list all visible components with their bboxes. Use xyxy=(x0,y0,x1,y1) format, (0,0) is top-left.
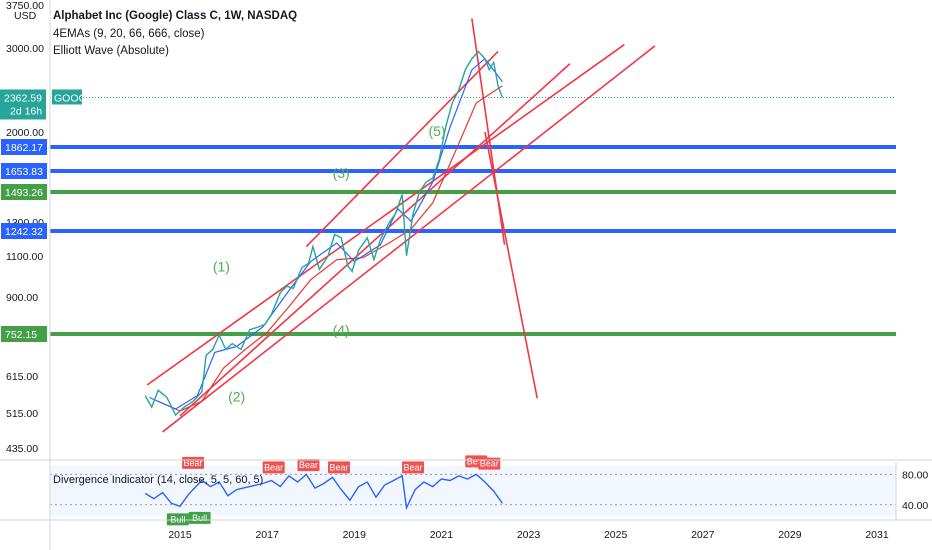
time-tick-label: 2015 xyxy=(168,529,192,541)
level-value: 752.15 xyxy=(5,329,37,341)
time-tick-label: 2019 xyxy=(343,529,367,541)
osc-line xyxy=(144,473,503,511)
signal-badge xyxy=(262,461,285,474)
ticker-label: GOOG xyxy=(54,92,87,104)
ticker-tag xyxy=(52,89,82,105)
signal-badge xyxy=(297,459,320,472)
time-tick-label: 2023 xyxy=(517,529,541,541)
signal-badge xyxy=(328,461,351,474)
level-tag xyxy=(1,139,47,155)
wave-label: (3) xyxy=(333,165,350,181)
signal-label: Bear xyxy=(480,459,499,469)
signal-label: Bear xyxy=(299,460,318,470)
price-tick-label: 435.00 xyxy=(6,443,38,455)
time-tick-label: 2021 xyxy=(430,529,454,541)
wave-label: (2) xyxy=(228,388,245,404)
price-tick-label: 2000.00 xyxy=(6,127,44,139)
signal-badge xyxy=(402,461,425,474)
level-tag xyxy=(1,163,47,179)
signal-badge xyxy=(188,511,211,524)
trendline xyxy=(179,63,571,417)
ema-slow-line xyxy=(157,85,503,412)
current-price-tag xyxy=(0,89,46,120)
time-tick-label: 2017 xyxy=(255,529,279,541)
current-price-countdown: 2d 16h xyxy=(10,105,42,117)
chart-title[interactable]: Alphabet Inc (Google) Class C, 1W, NASDA… xyxy=(53,10,298,22)
trendline xyxy=(146,43,625,386)
time-tick-label: 2031 xyxy=(865,529,889,541)
current-price-value: 2362.59 xyxy=(4,92,42,104)
osc-tick-label: 40.00 xyxy=(902,500,928,512)
signal-badge xyxy=(166,513,189,526)
signal-label: Bear xyxy=(404,462,423,472)
currency-label: USD xyxy=(14,10,37,22)
wave-label: (4) xyxy=(333,322,350,338)
time-tick-label: 2027 xyxy=(691,529,715,541)
level-value: 1242.32 xyxy=(5,226,43,238)
level-tag xyxy=(1,184,47,200)
price-tick-label: 900.00 xyxy=(6,292,38,304)
level-value: 1653.83 xyxy=(5,166,43,178)
signal-badge xyxy=(478,457,501,470)
price-tick-label: 3000.00 xyxy=(6,43,44,55)
price-line xyxy=(144,50,504,417)
signal-label: Bull xyxy=(170,514,185,524)
level-tag xyxy=(1,326,47,342)
time-tick-label: 2025 xyxy=(604,529,628,541)
trendline xyxy=(484,131,538,399)
price-tick-label: 515.00 xyxy=(6,408,38,420)
osc-tick-label: 80.00 xyxy=(902,469,928,481)
price-tick-label: 3750.00 xyxy=(6,0,44,12)
divergence-indicator-label[interactable]: Divergence Indicator (14, close, 5, 5, 6… xyxy=(53,474,264,486)
wave-label: (5) xyxy=(428,123,445,139)
wave-label: (1) xyxy=(213,258,230,274)
level-tag xyxy=(1,223,47,239)
ema-fast-line xyxy=(149,57,503,410)
signal-label: Bull xyxy=(192,513,207,523)
ema-indicator-label[interactable]: 4EMAs (9, 20, 66, 666, close) xyxy=(53,28,205,40)
price-tick-label: 615.00 xyxy=(6,371,38,383)
level-value: 1862.17 xyxy=(5,142,43,154)
signal-label: Bear xyxy=(467,456,486,466)
signal-label: Bear xyxy=(264,462,283,472)
signal-label: Bear xyxy=(329,462,348,472)
horizontal-levels xyxy=(50,96,896,336)
elliott-wave-labels: (1) (2) (3) (4) (5) xyxy=(213,123,446,404)
price-tick-label: 1100.00 xyxy=(6,251,43,263)
level-value: 1493.26 xyxy=(5,187,43,199)
time-tick-label: 2029 xyxy=(778,529,802,541)
price-series xyxy=(144,50,504,417)
elliott-wave-indicator-label[interactable]: Elliott Wave (Absolute) xyxy=(53,45,169,57)
signal-label: Bear xyxy=(184,458,203,468)
